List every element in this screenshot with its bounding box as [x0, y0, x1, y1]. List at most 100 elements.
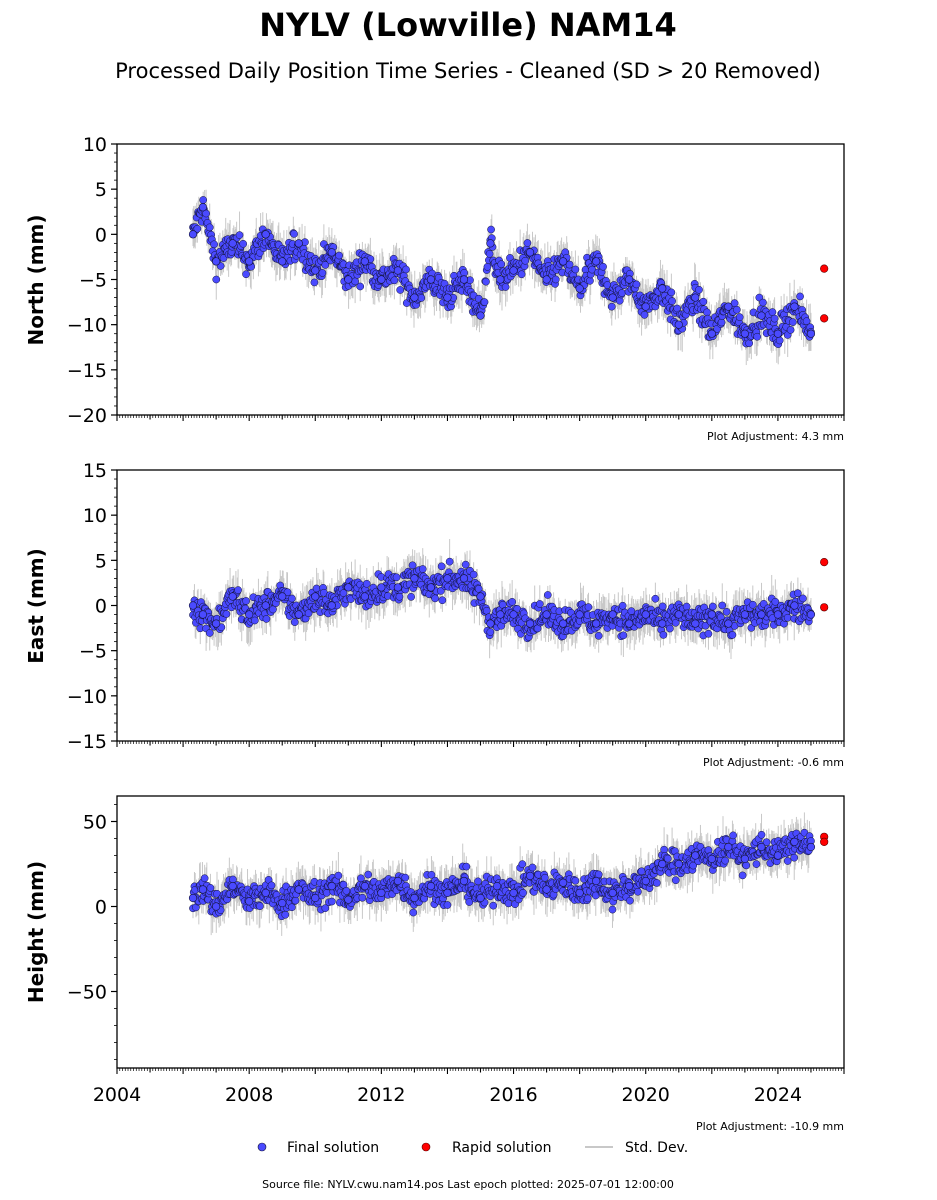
- final-point: [607, 302, 616, 311]
- final-point: [344, 275, 353, 284]
- final-point: [407, 593, 415, 601]
- final-point: [592, 257, 601, 266]
- final-point: [198, 610, 208, 619]
- final-point: [806, 329, 816, 338]
- y-axis-label: East (mm): [24, 548, 48, 664]
- final-point: [459, 574, 469, 583]
- final-point: [476, 592, 485, 601]
- plot-area: [188, 189, 829, 366]
- final-point: [717, 318, 726, 327]
- final-point: [699, 297, 708, 306]
- final-point: [487, 225, 495, 234]
- final-point: [783, 613, 792, 622]
- final-point: [790, 601, 799, 610]
- final-point: [666, 624, 674, 633]
- final-point: [790, 302, 799, 311]
- final-point: [262, 615, 271, 623]
- final-point: [641, 302, 650, 311]
- final-point: [288, 594, 296, 603]
- final-point: [658, 602, 667, 611]
- final-point: [759, 298, 767, 307]
- final-point: [193, 224, 202, 233]
- final-point: [496, 610, 505, 619]
- final-point: [205, 629, 214, 637]
- y-tick-label: −5: [79, 270, 107, 292]
- final-point: [410, 293, 419, 302]
- final-point: [278, 257, 287, 266]
- final-point: [753, 332, 762, 341]
- final-point: [228, 239, 237, 248]
- final-point: [796, 292, 804, 301]
- final-point: [212, 275, 221, 284]
- final-point: [682, 602, 691, 611]
- final-point: [559, 619, 568, 628]
- final-point: [461, 560, 470, 569]
- final-point: [770, 314, 779, 323]
- final-point: [198, 203, 208, 212]
- final-point: [245, 257, 254, 266]
- y-axis-label: North (mm): [24, 214, 48, 345]
- rapid-point: [820, 603, 829, 612]
- y-tick-label: −20: [67, 405, 107, 427]
- final-point: [565, 260, 574, 269]
- final-point: [242, 270, 250, 279]
- final-point: [641, 610, 650, 619]
- final-point: [718, 601, 727, 610]
- final-point: [396, 286, 405, 294]
- y-tick-label: 10: [83, 505, 107, 527]
- final-point: [290, 230, 298, 238]
- final-point: [523, 239, 532, 247]
- final-point: [377, 583, 386, 592]
- final-point: [497, 260, 506, 269]
- final-point: [542, 610, 551, 619]
- final-point: [356, 282, 365, 291]
- final-point: [202, 209, 210, 218]
- y-tick-label: −10: [67, 315, 107, 337]
- final-point: [748, 600, 757, 609]
- final-point: [443, 574, 452, 583]
- final-point: [278, 592, 287, 601]
- final-point: [362, 579, 371, 588]
- rapid-point: [820, 314, 829, 323]
- final-point: [188, 601, 198, 610]
- y-tick-label: 5: [95, 550, 107, 572]
- final-point: [757, 311, 766, 320]
- final-point: [294, 610, 303, 619]
- final-point: [521, 256, 530, 265]
- chart-subtitle: Processed Daily Position Time Series - C…: [115, 59, 821, 83]
- final-point: [261, 601, 270, 610]
- final-point: [575, 610, 584, 619]
- final-point: [410, 574, 419, 583]
- final-point: [327, 601, 336, 610]
- y-tick-label: −10: [67, 686, 107, 708]
- final-point: [651, 594, 660, 603]
- final-point: [438, 596, 447, 605]
- final-point: [283, 588, 292, 597]
- final-point: [542, 275, 551, 284]
- final-point: [222, 610, 231, 618]
- final-point: [708, 602, 717, 611]
- final-point: [474, 585, 483, 593]
- final-point: [327, 248, 336, 257]
- final-point: [671, 618, 680, 627]
- y-tick-label: 5: [95, 179, 107, 201]
- final-point: [459, 275, 469, 284]
- final-point: [667, 288, 676, 297]
- final-point: [586, 276, 594, 285]
- final-point: [691, 619, 700, 628]
- final-point: [740, 329, 749, 338]
- final-point: [619, 631, 628, 640]
- final-point: [659, 631, 668, 639]
- final-point: [485, 249, 494, 258]
- final-point: [242, 597, 250, 605]
- final-point: [344, 583, 353, 592]
- final-point: [722, 607, 731, 616]
- final-point: [212, 257, 221, 266]
- final-point: [594, 631, 603, 640]
- final-point: [745, 339, 754, 348]
- final-point: [535, 600, 544, 608]
- final-point: [575, 284, 584, 293]
- final-point: [775, 336, 784, 345]
- final-point: [592, 619, 601, 628]
